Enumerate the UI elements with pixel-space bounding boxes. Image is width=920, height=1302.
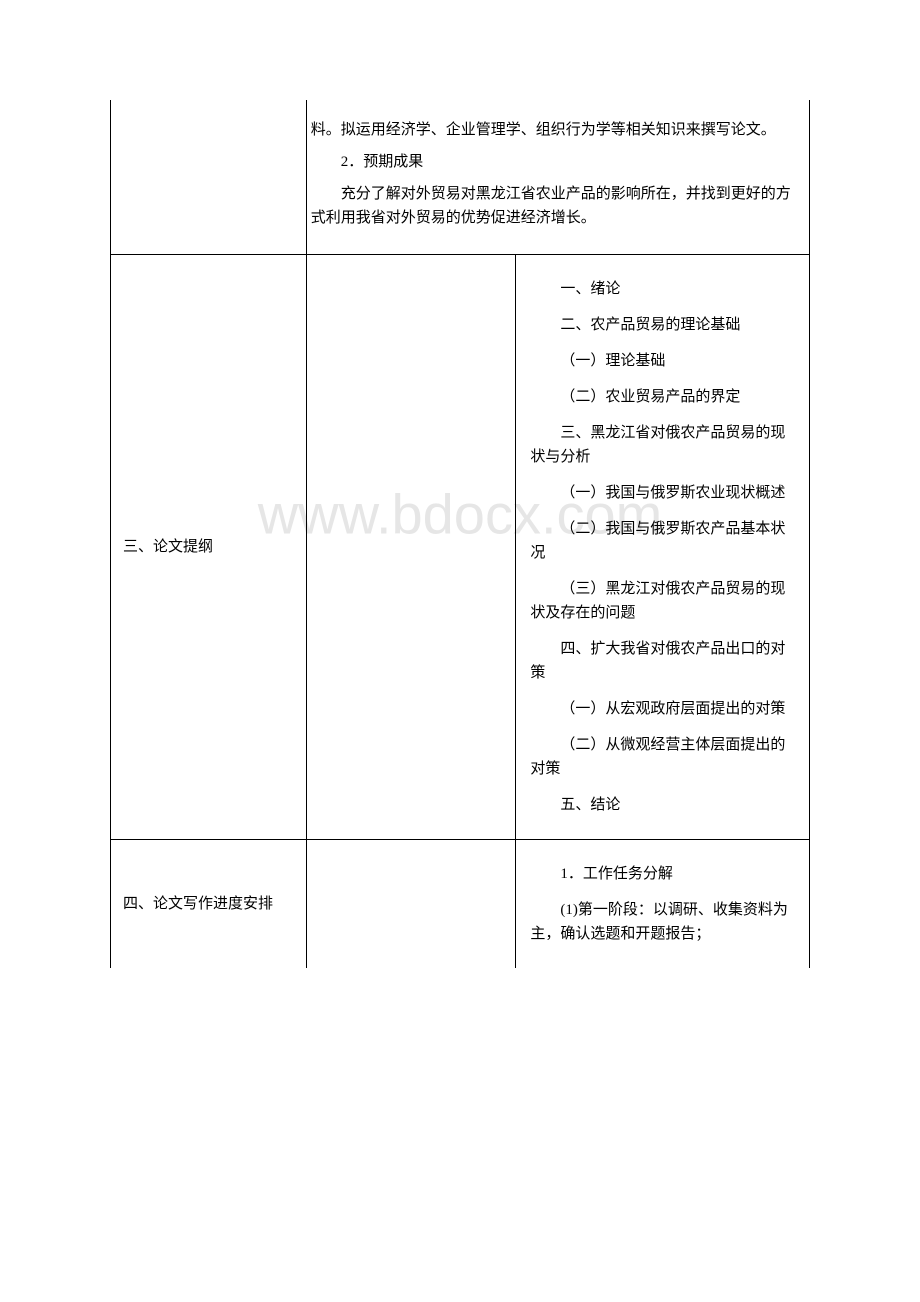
outline-item-2: 二、农产品贸易的理论基础 [530,313,795,337]
outline-item-11: （二）从微观经营主体层面提出的对策 [530,733,795,781]
row1-para3: 充分了解对外贸易对黑龙江省农业产品的影响所在，并找到更好的方式利用我省对外贸易的… [311,182,791,230]
row2-right-cell: 一、绪论 二、农产品贸易的理论基础 （一）理论基础 （二）农业贸易产品的界定 三… [516,255,810,840]
row2-left-cell: 三、论文提纲 [111,255,307,840]
row3-left-cell: 四、论文写作进度安排 [111,840,307,969]
row1-para2: 2．预期成果 [311,150,791,174]
row3-right-cell: 1．工作任务分解 (1)第一阶段：以调研、收集资料为主，确认选题和开题报告； [516,840,810,969]
outline-item-4: （二）农业贸易产品的界定 [530,385,795,409]
outline-item-10: （一）从宏观政府层面提出的对策 [530,697,795,721]
schedule-line2: (1)第一阶段：以调研、收集资料为主，确认选题和开题报告； [530,898,795,946]
schedule-line1: 1．工作任务分解 [530,862,795,886]
row3-mid-cell [306,840,516,969]
table-row-outline: 三、论文提纲 一、绪论 二、农产品贸易的理论基础 （一）理论基础 （二）农业贸易… [111,255,810,840]
table-row-expected-results: 料。拟运用经济学、企业管理学、组织行为学等相关知识来撰写论文。 2．预期成果 充… [111,100,810,255]
row1-left-cell [111,100,307,255]
outline-item-5: 三、黑龙江省对俄农产品贸易的现状与分析 [530,421,795,469]
schedule-section-label: 四、论文写作进度安排 [123,896,273,912]
outline-item-3: （一）理论基础 [530,349,795,373]
outline-item-7: （二）我国与俄罗斯农产品基本状况 [530,517,795,565]
row1-content-cell: 料。拟运用经济学、企业管理学、组织行为学等相关知识来撰写论文。 2．预期成果 充… [306,100,809,255]
outline-item-6: （一）我国与俄罗斯农业现状概述 [530,481,795,505]
document-table: 料。拟运用经济学、企业管理学、组织行为学等相关知识来撰写论文。 2．预期成果 充… [110,100,810,968]
outline-section-label: 三、论文提纲 [123,539,213,555]
outline-item-1: 一、绪论 [530,277,795,301]
table-row-schedule: 四、论文写作进度安排 1．工作任务分解 (1)第一阶段：以调研、收集资料为主，确… [111,840,810,969]
row1-para1: 料。拟运用经济学、企业管理学、组织行为学等相关知识来撰写论文。 [311,118,791,142]
row2-mid-cell [306,255,516,840]
outline-item-12: 五、结论 [530,793,795,817]
outline-item-8: （三）黑龙江对俄农产品贸易的现状及存在的问题 [530,577,795,625]
outline-item-9: 四、扩大我省对俄农产品出口的对策 [530,637,795,685]
